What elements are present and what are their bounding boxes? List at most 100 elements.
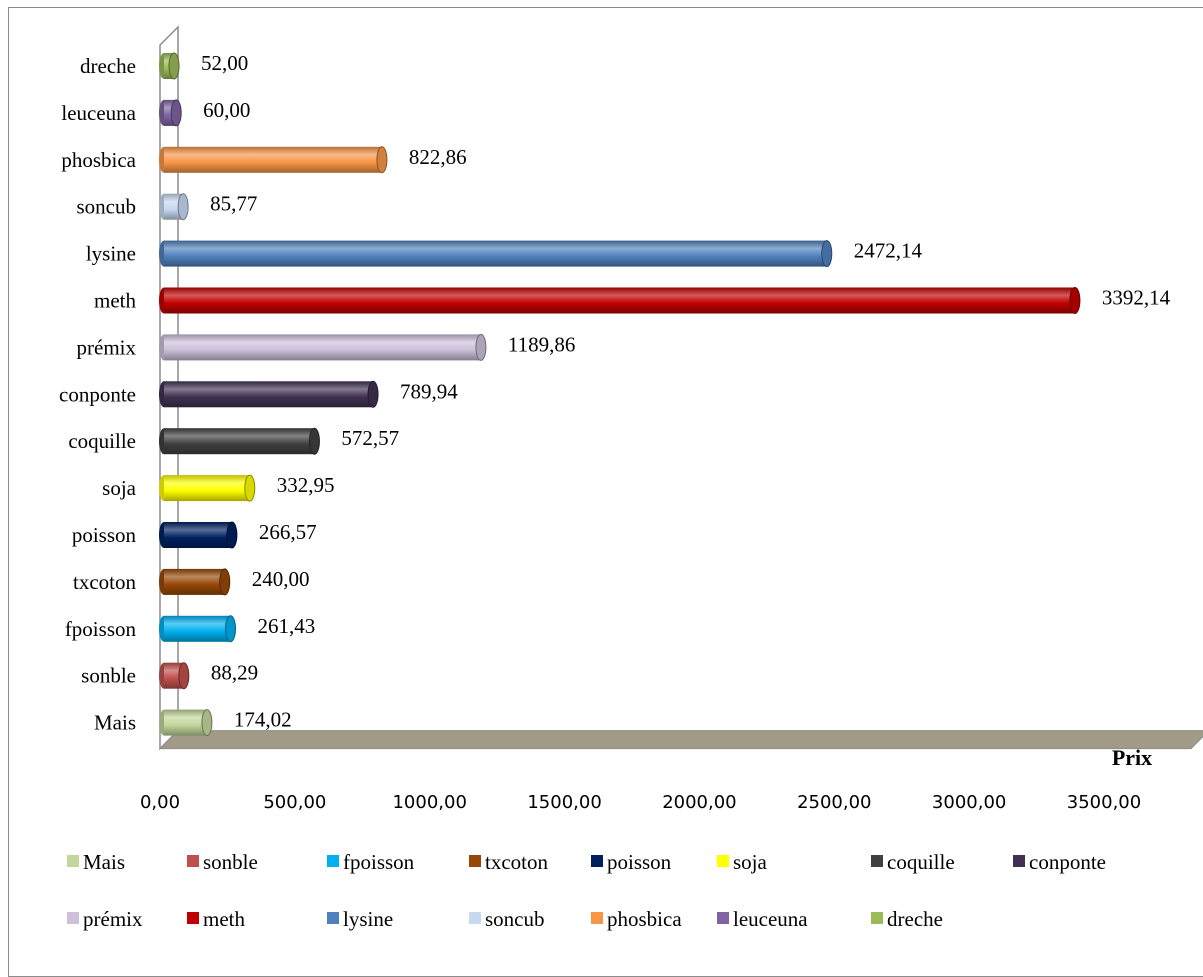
legend-swatch (67, 855, 79, 867)
legend: Mais sonble fpoisson txcoton poisson soja coq… (67, 850, 1106, 931)
legend-label: meth (203, 907, 245, 931)
bar-body (164, 615, 231, 642)
bar-body (164, 709, 207, 736)
bar-coquille (159, 427, 320, 455)
value-label-leuceuna: 60,00 (203, 98, 250, 122)
x-tick-label: 3500,00 (1067, 792, 1141, 813)
value-label-premix: 1189,86 (508, 332, 575, 356)
category-label-dreche: dreche (80, 54, 136, 78)
category-label-txcoton: txcoton (73, 570, 136, 594)
legend-item-sonble: sonble (187, 850, 258, 874)
bar-end-cap (308, 427, 320, 455)
legend-item-phosbica: phosbica (591, 907, 682, 931)
value-label-meth: 3392,14 (1102, 286, 1171, 310)
bar-body (164, 146, 382, 173)
bar-body (164, 287, 1075, 314)
category-label-phosbica: phosbica (61, 148, 136, 172)
bar-end-cap (168, 52, 180, 80)
legend-swatch (187, 855, 199, 867)
bar-end-cap (475, 333, 487, 361)
category-label-lysine: lysine (86, 242, 136, 266)
legend-item-meth: meth (187, 907, 245, 931)
bar-meth (159, 287, 1081, 314)
value-label-sonble: 88,29 (211, 661, 258, 685)
category-label-sonble: sonble (81, 664, 136, 688)
legend-swatch (187, 912, 199, 924)
bar-end-cap (226, 521, 238, 549)
legend-swatch (67, 912, 79, 924)
x-tick-label: 2000,00 (662, 792, 736, 813)
legend-item-conponte: conponte (1013, 850, 1106, 874)
category-label-conponte: conponte (59, 382, 136, 406)
legend-label: dreche (887, 907, 943, 931)
category-label-leuceuna: leuceuna (61, 101, 136, 125)
category-label-soja: soja (102, 476, 137, 500)
value-label-lysine: 2472,14 (854, 239, 923, 263)
value-label-coquille: 572,57 (341, 426, 399, 450)
bar-end-cap (201, 709, 213, 737)
category-label-premix: prémix (77, 335, 137, 359)
bar-body (164, 568, 225, 595)
bar-end-cap (219, 568, 231, 596)
legend-item-lysine: lysine (327, 907, 393, 931)
value-label-poisson: 266,57 (259, 520, 317, 544)
legend-swatch (591, 912, 603, 924)
x-tick-label: 0,00 (140, 792, 180, 813)
bar-body (164, 240, 827, 267)
legend-label: soja (733, 850, 768, 874)
x-tick-label: 3000,00 (932, 792, 1006, 813)
bar-end-cap (177, 193, 189, 221)
legend-item-premix: prémix (67, 907, 143, 931)
bar-end-cap (170, 99, 182, 127)
category-labels: Mais sonble fpoisson txcoton poisson soja coqu… (59, 54, 137, 735)
value-label-fpoisson: 261,43 (258, 614, 316, 638)
bar-phosbica (159, 146, 388, 174)
legend-item-soja: soja (717, 850, 768, 874)
category-label-fpoisson: fpoisson (65, 617, 137, 641)
legend-item-txcoton: txcoton (469, 850, 548, 874)
legend-item-coquille: coquille (871, 850, 955, 874)
bar-txcoton (159, 568, 231, 596)
value-label-soja: 332,95 (277, 473, 335, 497)
category-label-coquille: coquille (68, 429, 136, 453)
value-label-dreche: 52,00 (201, 51, 248, 75)
legend-label: sonble (203, 850, 258, 874)
value-label-mais: 174,02 (234, 708, 292, 732)
legend-swatch (1013, 855, 1025, 867)
bars-group (159, 52, 1081, 737)
legend-label: prémix (83, 907, 143, 931)
category-label-meth: meth (94, 289, 136, 313)
bar-end-cap (1069, 287, 1081, 314)
legend-label: fpoisson (343, 850, 415, 874)
legend-swatch (591, 855, 603, 867)
bar-body (164, 522, 232, 548)
legend-swatch (717, 912, 729, 924)
bar-leuceuna (159, 99, 182, 127)
legend-label: lysine (343, 907, 393, 931)
legend-swatch (327, 855, 339, 867)
legend-label: conponte (1029, 850, 1106, 874)
value-label-txcoton: 240,00 (252, 567, 310, 591)
value-label-soncub: 85,77 (210, 192, 257, 216)
legend-swatch (871, 912, 883, 924)
legend-label: soncub (485, 907, 545, 931)
bar-soja (159, 474, 256, 502)
legend-label: txcoton (485, 850, 548, 874)
x-axis-ticks: 0,00 500,00 1000,00 1500,00 2000,00 2500,00 30… (140, 792, 1141, 813)
legend-label: leuceuna (733, 907, 808, 931)
legend-swatch (717, 855, 729, 867)
bar-body (164, 428, 315, 455)
x-tick-label: 1000,00 (392, 792, 466, 813)
legend-item-fpoisson: fpoisson (327, 850, 415, 874)
value-label-conponte: 789,94 (400, 379, 458, 403)
bar-premix (159, 333, 487, 361)
legend-swatch (871, 855, 883, 867)
bar-end-cap (225, 615, 237, 643)
bar-end-cap (367, 380, 379, 408)
legend-swatch (469, 855, 481, 867)
category-label-soncub: soncub (77, 195, 137, 219)
category-label-poisson: poisson (72, 523, 137, 547)
bar-chart: Mais sonble fpoisson txcoton poisson soja coqu… (59, 25, 1203, 931)
bar-sonble (159, 662, 190, 690)
bar-end-cap (376, 146, 388, 174)
